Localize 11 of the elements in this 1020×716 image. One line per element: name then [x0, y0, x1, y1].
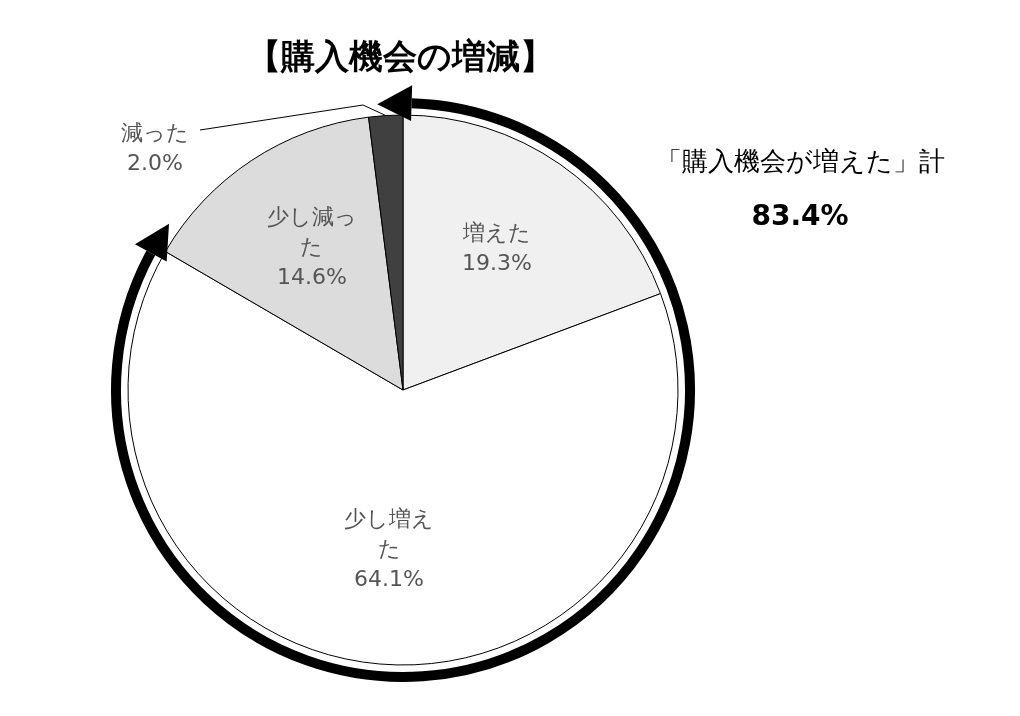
text: 83.4%	[751, 199, 849, 232]
slice-label: 増えた	[462, 220, 532, 246]
data-label: 64.1%	[354, 566, 424, 592]
slice-label: 少し減った	[266, 204, 357, 260]
slice-label: 減った	[121, 120, 189, 145]
chart-title: 【購入機会の増減】	[246, 36, 554, 76]
text: 「購入機会が増えた」計	[655, 146, 945, 176]
data-label: 14.6%	[277, 264, 347, 290]
slice-label: 少し増えた	[344, 506, 435, 562]
data-label: 2.0%	[127, 150, 183, 175]
data-label: 19.3%	[462, 250, 532, 276]
